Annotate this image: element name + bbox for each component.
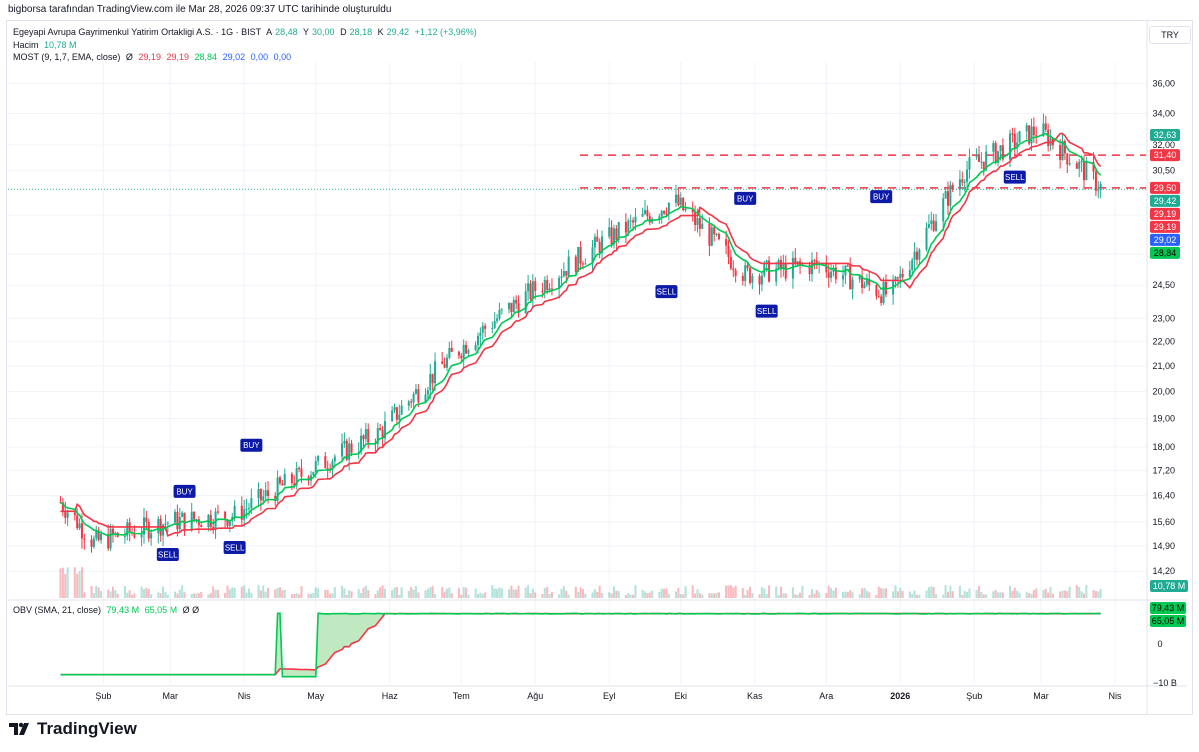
obv-value-2: 65,05 M <box>144 605 178 615</box>
obv-value-1: 79,43 M <box>106 605 140 615</box>
change-value: +1,12 (+3,96%) <box>414 27 477 37</box>
attribution-text: bigborsa tarafından TradingView.com ile … <box>8 4 392 15</box>
volume-label[interactable]: Hacim <box>13 40 39 50</box>
most-value-5: 0,00 <box>250 52 269 62</box>
most-hide-icon[interactable]: Ø <box>125 52 133 62</box>
most-legend: MOST (9, 1,7, EMA, close) Ø 29,19 29,19 … <box>13 52 294 62</box>
high-value: 30,00 <box>312 27 335 37</box>
tradingview-logo-icon <box>9 722 29 735</box>
most-value-4: 29,02 <box>222 52 246 62</box>
volume-value: 10,78 M <box>44 40 77 50</box>
obv-label[interactable]: OBV (SMA, 21, close) <box>13 605 102 615</box>
low-label: D <box>340 27 347 37</box>
most-value-2: 29,19 <box>166 52 189 62</box>
most-value-1: 29,19 <box>138 52 161 62</box>
volume-legend: Hacim 10,78 M <box>13 40 80 50</box>
currency-button[interactable]: TRY <box>1149 26 1191 44</box>
obv-legend: OBV (SMA, 21, close) 79,43 M 65,05 M Ø Ø <box>13 605 202 615</box>
symbol-legend: Egeyapi Avrupa Gayrimenkul Yatirim Ortak… <box>13 27 480 37</box>
most-value-3: 28,84 <box>194 52 218 62</box>
open-value: 28,48 <box>275 27 298 37</box>
low-value: 28,18 <box>349 27 373 37</box>
brand-text: TradingView <box>37 719 137 738</box>
obv-hide-icon[interactable]: Ø Ø <box>182 605 200 615</box>
tradingview-logo[interactable]: TradingView <box>8 719 137 739</box>
most-label[interactable]: MOST (9, 1,7, EMA, close) <box>13 52 121 62</box>
symbol-name[interactable]: Egeyapi Avrupa Gayrimenkul Yatirim Ortak… <box>13 27 262 37</box>
high-label: Y <box>303 27 310 37</box>
close-label: K <box>377 27 384 37</box>
open-label: A <box>266 27 273 37</box>
chart-frame <box>6 20 1193 715</box>
most-value-6: 0,00 <box>273 52 292 62</box>
close-value: 29,42 <box>386 27 410 37</box>
